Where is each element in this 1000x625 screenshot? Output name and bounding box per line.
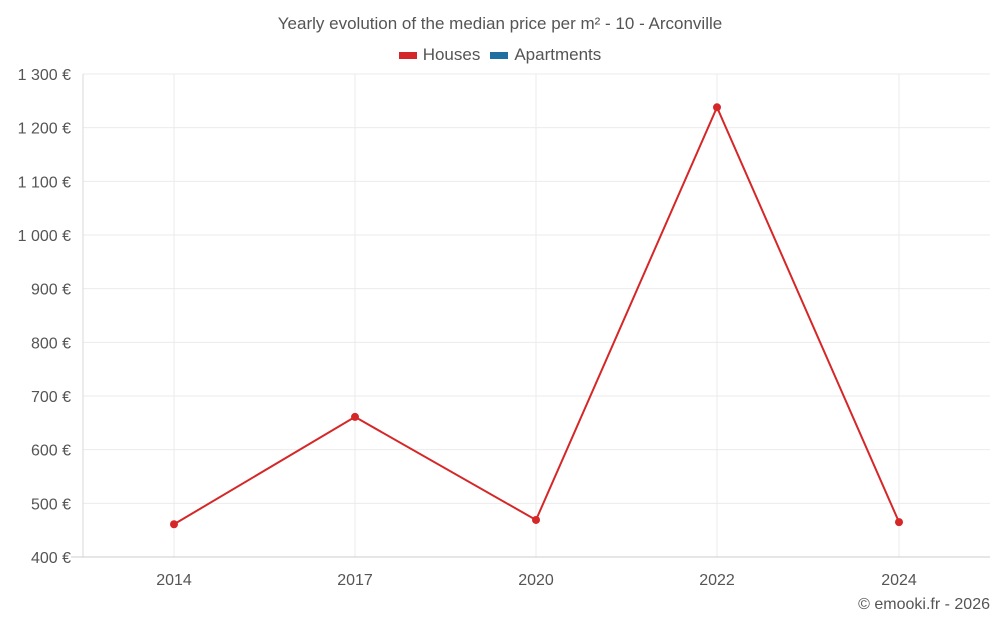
- legend-label-apartments: Apartments: [514, 45, 602, 64]
- y-tick-label: 400 €: [31, 550, 71, 567]
- y-tick-label: 800 €: [31, 335, 71, 352]
- y-tick-label: 600 €: [31, 443, 71, 460]
- data-point-houses[interactable]: [895, 518, 903, 527]
- legend-label-houses: Houses: [422, 45, 481, 64]
- credit-text: © emooki.fr - 2026: [858, 596, 990, 613]
- data-point-houses[interactable]: [351, 412, 359, 421]
- y-tick-label: 1 100 €: [18, 174, 71, 191]
- y-tick-labels: 400 € 500 € 600 € 700 € 800 € 900 € 1 000 € 1 1…: [18, 67, 71, 567]
- y-tick-label: 1 000 €: [18, 228, 71, 245]
- axes: [71, 74, 990, 558]
- grid: [83, 73, 990, 557]
- y-tick-label: 500 €: [31, 496, 71, 513]
- data-point-houses[interactable]: [713, 103, 721, 112]
- legend: Houses Apartments: [0, 45, 1000, 65]
- x-tick-label: 2024: [881, 572, 917, 589]
- x-tick-label: 2017: [337, 572, 373, 589]
- legend-swatch-apartments: [490, 51, 509, 59]
- x-tick-labels: 2014 2017 2020 2022 2024: [156, 572, 917, 589]
- x-tick-label: 2014: [156, 572, 192, 589]
- x-tick-label: 2020: [518, 572, 554, 589]
- legend-swatch-houses: [398, 51, 417, 59]
- x-tick-label: 2022: [699, 572, 735, 589]
- y-tick-label: 700 €: [31, 389, 71, 406]
- data-point-houses[interactable]: [170, 520, 178, 529]
- y-tick-label: 1 200 €: [18, 121, 71, 138]
- legend-item-apartments[interactable]: Apartments: [490, 45, 601, 65]
- series: [170, 103, 903, 529]
- data-point-houses[interactable]: [532, 515, 540, 524]
- y-tick-label: 1 300 €: [18, 67, 71, 84]
- legend-item-houses[interactable]: Houses: [398, 45, 481, 65]
- y-tick-label: 900 €: [31, 282, 71, 299]
- chart-title: Yearly evolution of the median price per…: [277, 14, 723, 33]
